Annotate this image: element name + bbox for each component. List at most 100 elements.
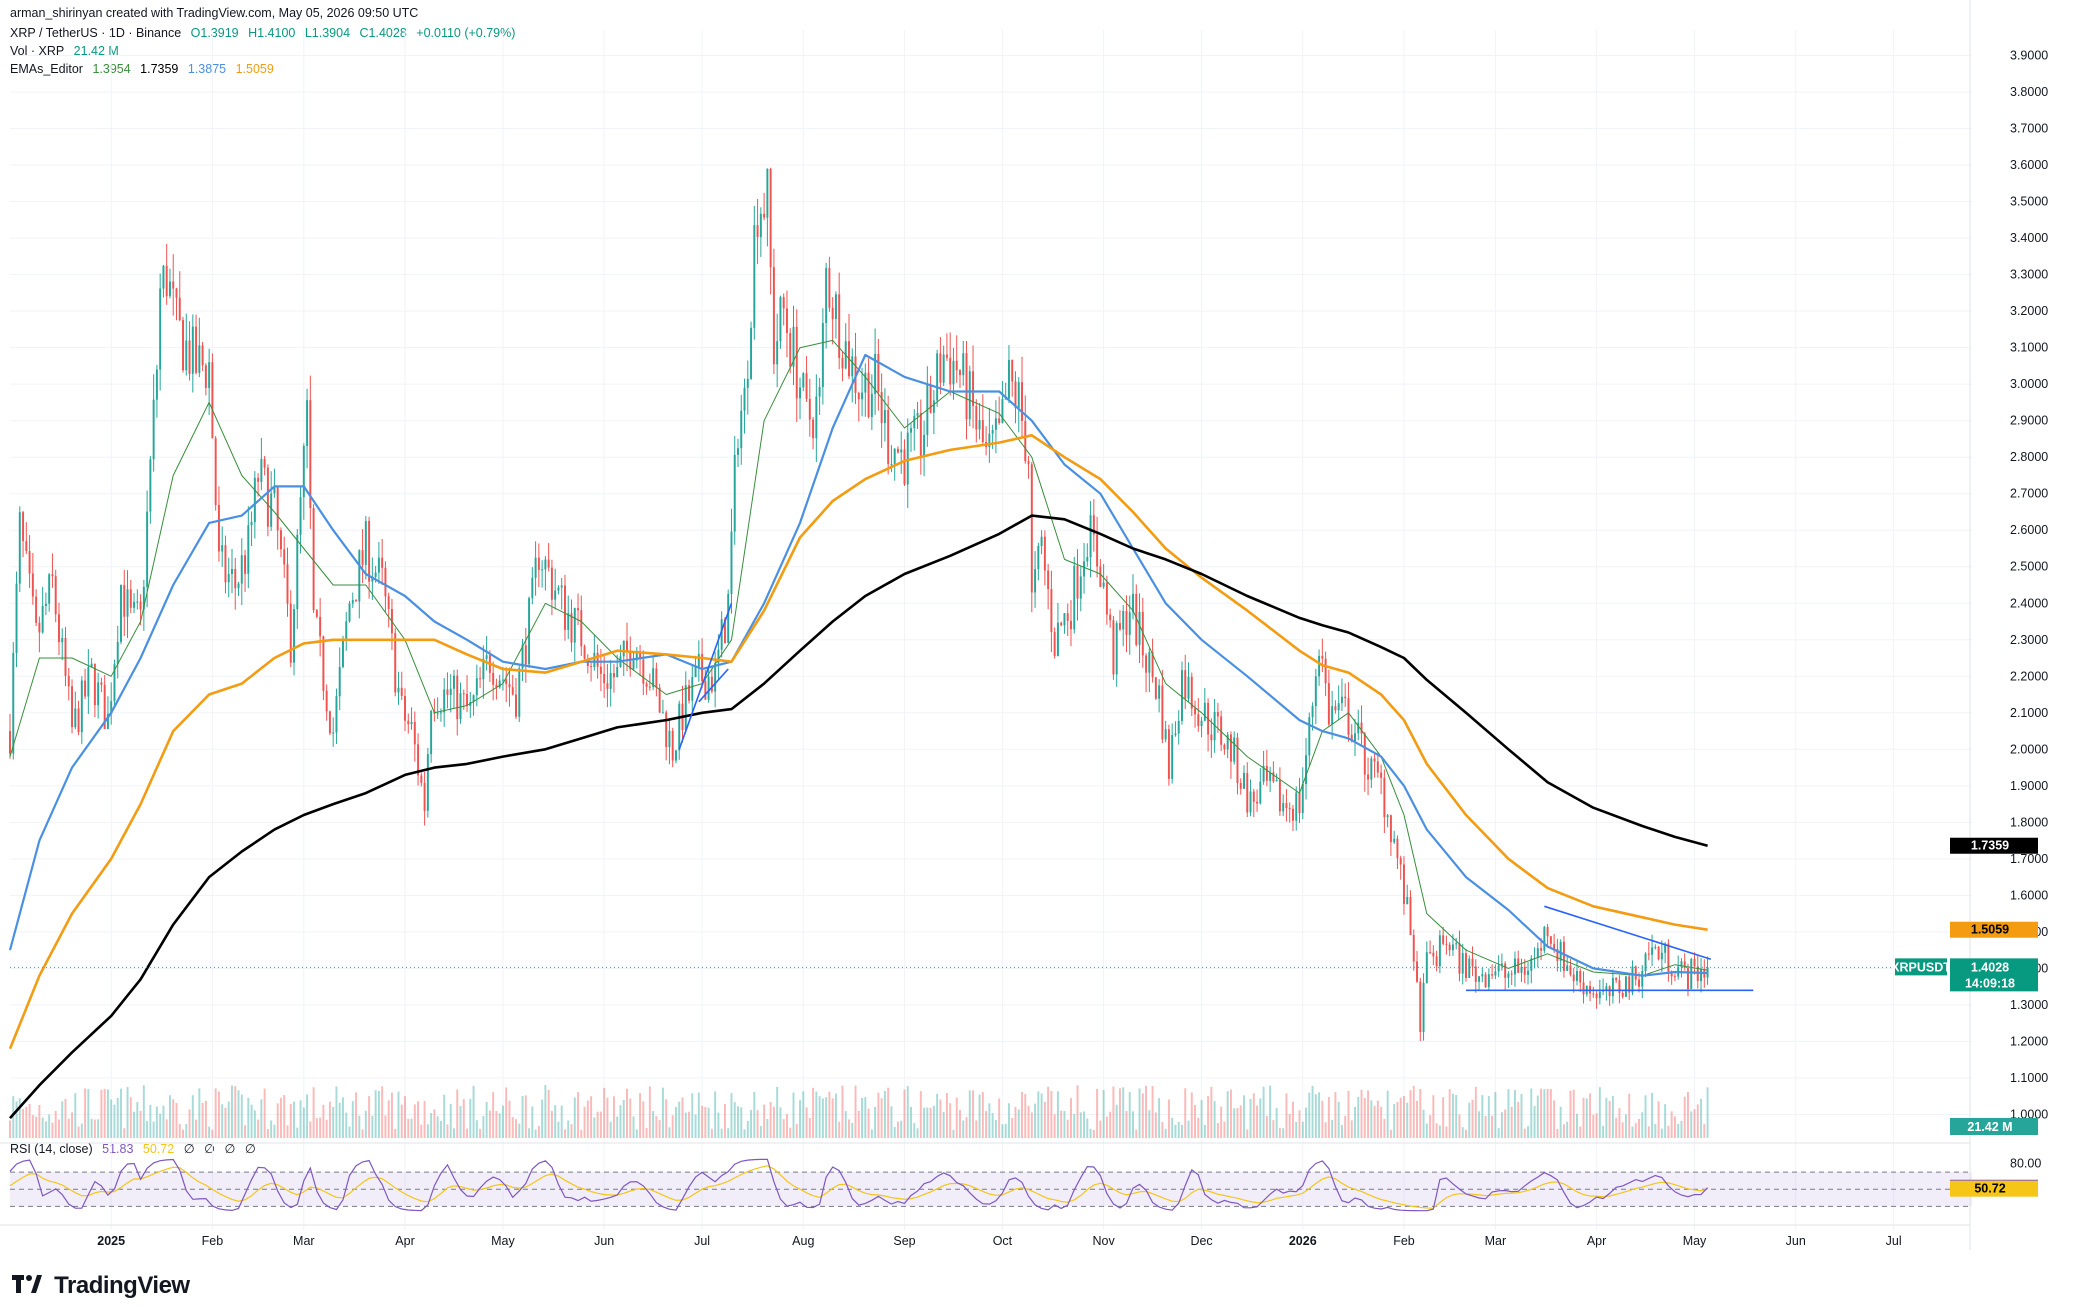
volume-bar [436, 1116, 439, 1138]
volume-bar [133, 1111, 136, 1138]
volume-bar [704, 1106, 707, 1138]
candle-body [599, 666, 602, 674]
volume-bar [593, 1117, 596, 1138]
candle-body [684, 685, 687, 730]
candle-body [1396, 838, 1399, 859]
volume-bar [400, 1104, 403, 1138]
candle-body [704, 681, 707, 700]
candle-body [100, 682, 103, 685]
volume-bar [805, 1107, 808, 1138]
volume-bar [1527, 1126, 1529, 1138]
candle-body [240, 555, 243, 584]
volume-bar [374, 1090, 377, 1138]
candle-body [779, 297, 782, 342]
candle-body [906, 432, 909, 485]
volume-bar [1135, 1129, 1138, 1138]
volume-bar [668, 1127, 671, 1138]
tradingview-logo[interactable]: TradingView [12, 1272, 190, 1300]
volume-bar [635, 1129, 638, 1138]
candle-body [1252, 791, 1255, 802]
candle-body [766, 168, 769, 218]
candle-body [1197, 714, 1200, 727]
volume-bar [211, 1129, 214, 1138]
tradingview-logo-icon [12, 1272, 42, 1300]
volume-bar [123, 1128, 126, 1138]
candle-body [407, 720, 410, 725]
volume-bar [410, 1118, 413, 1138]
candle-body [168, 281, 171, 297]
ema-orange-tag-bg [1950, 921, 2038, 938]
candle-body [244, 555, 247, 574]
volume-bar [1491, 1115, 1494, 1138]
candle-body [792, 326, 795, 367]
volume-bar [1272, 1120, 1275, 1138]
candle-body [1700, 969, 1703, 982]
volume-bar [1559, 1106, 1562, 1138]
volume-bar [648, 1086, 651, 1138]
candle-body [456, 675, 459, 720]
candle-body [1135, 593, 1138, 645]
x-tick-label: May [1683, 1234, 1707, 1248]
candle-body [554, 590, 557, 600]
candle-body [1344, 696, 1347, 699]
volume-bar [1461, 1127, 1464, 1138]
volume-bar [665, 1099, 668, 1138]
rsi-empty-1: ∅ [183, 1142, 195, 1156]
candle-body [658, 687, 661, 713]
volume-bar [54, 1110, 57, 1138]
volume-bar [38, 1104, 41, 1138]
candle-body [191, 326, 194, 374]
volume-bar [1148, 1110, 1151, 1138]
candle-body [952, 360, 955, 385]
candle-body [501, 679, 504, 681]
volume-bar [77, 1126, 80, 1138]
volume-bar [674, 1107, 677, 1138]
volume-bar [959, 1110, 961, 1138]
volume-bar [550, 1111, 553, 1138]
candle-body [942, 354, 945, 383]
volume-bar [890, 1106, 893, 1138]
candle-body [1615, 977, 1618, 981]
volume-bar [916, 1128, 919, 1138]
volume-bar [1053, 1114, 1056, 1138]
volume-bar [1664, 1104, 1667, 1138]
volume-bar [404, 1096, 406, 1138]
candle-body [1004, 398, 1007, 400]
candle-body [861, 392, 864, 400]
candle-body [776, 341, 779, 365]
symbol-name[interactable]: XRP / TetherUS · 1D · Binance [10, 26, 182, 40]
x-tick-label: 2025 [97, 1234, 125, 1248]
volume-bar [1677, 1123, 1680, 1138]
volume-bar [1687, 1091, 1689, 1138]
candle-body [1092, 515, 1095, 535]
volume-bar [906, 1086, 909, 1138]
candle-body [146, 511, 149, 587]
candle-body [1465, 953, 1467, 979]
volume-bar [1151, 1086, 1154, 1138]
candle-body [348, 603, 351, 622]
candle-body [890, 463, 893, 465]
candle-body [1419, 981, 1422, 1033]
volume-bar [1703, 1124, 1706, 1138]
candle-body [1024, 420, 1027, 462]
candle-body [1442, 935, 1445, 944]
candle-body [1367, 774, 1370, 780]
volume-label[interactable]: Vol · XRP [10, 44, 65, 58]
volume-bar [541, 1099, 544, 1138]
volume-bar [453, 1128, 455, 1138]
volume-tag-bg [1950, 1118, 2038, 1135]
rsi-label[interactable]: RSI (14, close) [10, 1142, 93, 1156]
candle-body [1096, 534, 1099, 567]
candle-body [1164, 729, 1167, 740]
candle-body [1435, 956, 1438, 967]
volume-bar [929, 1107, 932, 1138]
volume-bar [488, 1110, 491, 1138]
volume-bar [1576, 1113, 1578, 1138]
ema-label[interactable]: EMAs_Editor [10, 62, 83, 76]
candle-body [740, 410, 743, 449]
volume-bar [472, 1085, 475, 1138]
volume-bar [1354, 1106, 1356, 1138]
volume-bar [707, 1107, 710, 1138]
candle-body [1060, 622, 1063, 626]
